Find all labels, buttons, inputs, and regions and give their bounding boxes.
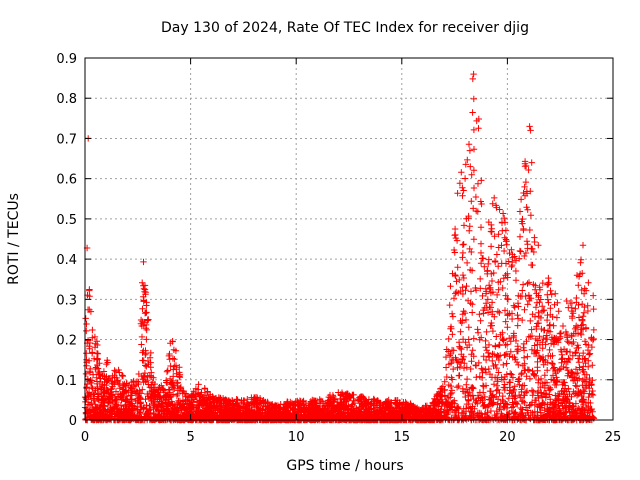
y-tick-label: 0.7	[56, 132, 77, 147]
y-tick-label: 0	[69, 414, 77, 429]
grid-lines	[85, 58, 613, 420]
x-tick-label: 5	[186, 430, 194, 445]
y-tick-label: 0.4	[56, 253, 77, 268]
y-tick-label: 0.2	[56, 334, 77, 349]
x-tick-labels: 0 5 10 15 20 25	[81, 430, 621, 445]
plot-frame	[84, 57, 614, 421]
x-tick-label: 20	[499, 430, 516, 445]
y-axis-title: ROTI / TECUs	[6, 193, 22, 285]
y-tick-label: 0.1	[56, 374, 77, 389]
y-tick-label: 0.3	[56, 293, 77, 308]
y-tick-labels: 0 0.1 0.2 0.3 0.4 0.5 0.6 0.7 0.8 0.9	[56, 52, 77, 429]
roti-point-markers	[81, 70, 598, 424]
x-tick-label: 10	[288, 430, 305, 445]
y-tick-label: 0.8	[56, 92, 77, 107]
chart-title: Day 130 of 2024, Rate Of TEC Index for r…	[161, 20, 529, 36]
x-axis-title: GPS time / hours	[286, 458, 403, 474]
x-tick-label: 15	[394, 430, 411, 445]
y-tick-label: 0.5	[56, 213, 77, 228]
y-tick-label: 0.6	[56, 173, 77, 188]
data-points	[81, 70, 598, 424]
x-tick-label: 0	[81, 430, 89, 445]
y-tick-label: 0.9	[56, 52, 77, 67]
x-tick-label: 25	[605, 430, 622, 445]
axis-ticks	[84, 57, 614, 421]
